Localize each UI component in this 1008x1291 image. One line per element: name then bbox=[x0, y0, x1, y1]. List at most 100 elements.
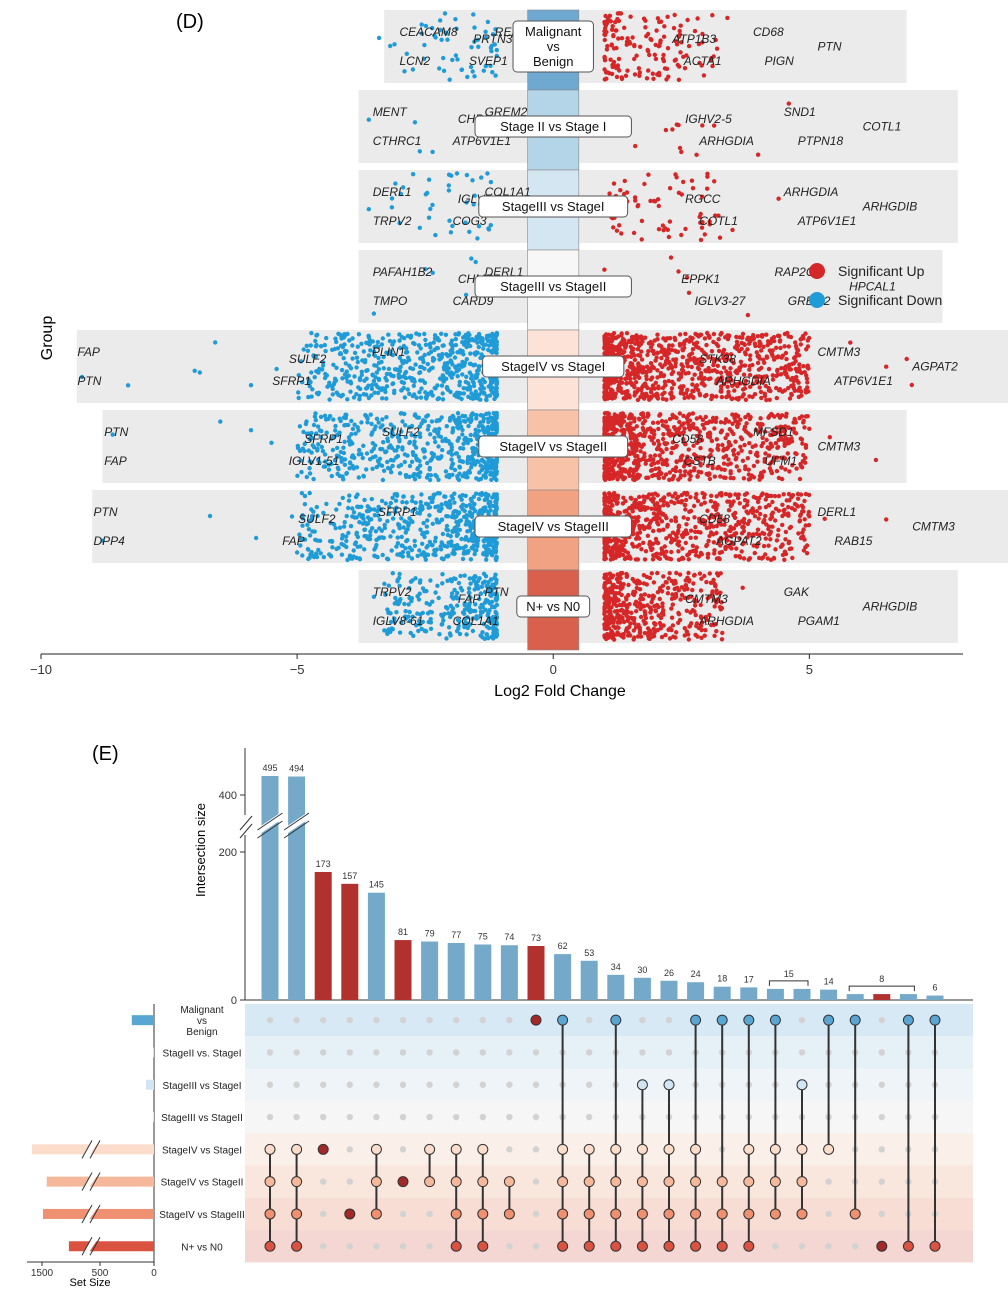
up-point bbox=[648, 361, 654, 366]
up-point bbox=[721, 461, 727, 466]
down-point bbox=[468, 581, 473, 586]
up-point bbox=[647, 525, 652, 530]
up-point bbox=[604, 459, 609, 465]
up-point bbox=[631, 230, 637, 236]
down-point bbox=[410, 366, 416, 372]
up-point bbox=[632, 357, 638, 363]
down-point bbox=[407, 440, 412, 446]
down-point bbox=[315, 538, 320, 543]
down-point bbox=[361, 473, 366, 479]
down-point bbox=[467, 361, 473, 366]
down-point bbox=[445, 37, 450, 42]
down-point bbox=[320, 360, 326, 365]
up-point bbox=[645, 533, 651, 538]
down-point bbox=[410, 473, 416, 479]
down-point bbox=[461, 418, 467, 424]
up-point bbox=[673, 519, 679, 524]
up-point bbox=[688, 473, 693, 479]
up-point bbox=[626, 338, 632, 343]
up-point bbox=[656, 343, 662, 348]
down-point bbox=[448, 633, 453, 638]
down-point bbox=[431, 340, 436, 345]
up-point bbox=[638, 507, 643, 512]
up-point bbox=[702, 376, 707, 381]
up-point bbox=[751, 463, 757, 469]
down-point bbox=[412, 341, 417, 347]
down-point bbox=[392, 367, 398, 372]
up-point bbox=[783, 350, 789, 356]
up-point bbox=[623, 73, 629, 79]
down-point bbox=[476, 224, 482, 229]
down-point bbox=[419, 492, 424, 497]
down-point bbox=[409, 459, 415, 464]
up-point bbox=[650, 473, 655, 479]
up-point bbox=[646, 349, 651, 354]
down-point bbox=[494, 602, 500, 608]
up-point bbox=[654, 446, 660, 452]
down-point bbox=[446, 172, 452, 177]
down-point bbox=[302, 448, 307, 454]
up-point bbox=[655, 16, 661, 21]
up-point bbox=[658, 412, 663, 417]
up-point bbox=[662, 379, 668, 384]
down-point bbox=[446, 540, 451, 545]
down-point bbox=[356, 428, 361, 433]
down-point bbox=[466, 586, 472, 591]
down-point bbox=[445, 544, 450, 549]
up-point bbox=[730, 421, 735, 426]
up-point bbox=[649, 547, 654, 553]
up-point bbox=[706, 471, 712, 476]
down-point bbox=[346, 435, 352, 440]
down-point bbox=[297, 424, 303, 429]
up-point bbox=[744, 491, 749, 496]
up-point bbox=[614, 74, 620, 80]
up-point bbox=[748, 353, 753, 358]
up-point bbox=[604, 464, 610, 470]
down-point bbox=[454, 524, 459, 530]
down-point bbox=[331, 362, 336, 367]
down-point bbox=[456, 454, 462, 460]
up-point bbox=[683, 331, 688, 337]
up-point bbox=[696, 41, 702, 47]
down-point bbox=[339, 367, 345, 373]
up-point bbox=[733, 457, 738, 462]
down-point bbox=[479, 338, 484, 343]
up-point bbox=[634, 424, 639, 429]
up-point bbox=[673, 360, 678, 365]
up-point bbox=[693, 495, 698, 500]
up-point bbox=[728, 503, 733, 509]
down-point bbox=[218, 419, 223, 424]
down-point bbox=[453, 336, 458, 342]
up-point bbox=[656, 475, 662, 481]
down-point bbox=[396, 575, 402, 581]
down-point bbox=[353, 540, 359, 545]
down-point bbox=[424, 475, 430, 480]
up-point bbox=[674, 459, 679, 464]
up-point bbox=[745, 511, 751, 516]
up-point bbox=[805, 363, 810, 368]
up-point bbox=[612, 497, 617, 502]
down-point bbox=[446, 611, 451, 616]
up-point bbox=[803, 414, 809, 419]
up-point bbox=[698, 370, 704, 376]
down-point bbox=[342, 348, 348, 354]
up-point bbox=[771, 555, 777, 561]
up-point bbox=[666, 346, 671, 351]
down-point bbox=[412, 543, 418, 548]
down-point bbox=[363, 386, 369, 391]
down-point bbox=[429, 499, 434, 505]
up-point bbox=[611, 425, 616, 430]
down-point bbox=[374, 344, 380, 349]
up-point bbox=[602, 37, 607, 43]
down-point bbox=[428, 626, 434, 631]
up-point bbox=[660, 223, 666, 228]
down-point bbox=[387, 338, 393, 344]
down-point bbox=[395, 535, 400, 540]
up-point bbox=[656, 522, 661, 527]
down-point bbox=[377, 535, 382, 540]
up-point bbox=[656, 384, 661, 389]
down-point bbox=[428, 578, 433, 583]
up-point bbox=[751, 494, 756, 500]
down-point bbox=[447, 77, 452, 82]
down-point bbox=[490, 385, 495, 390]
